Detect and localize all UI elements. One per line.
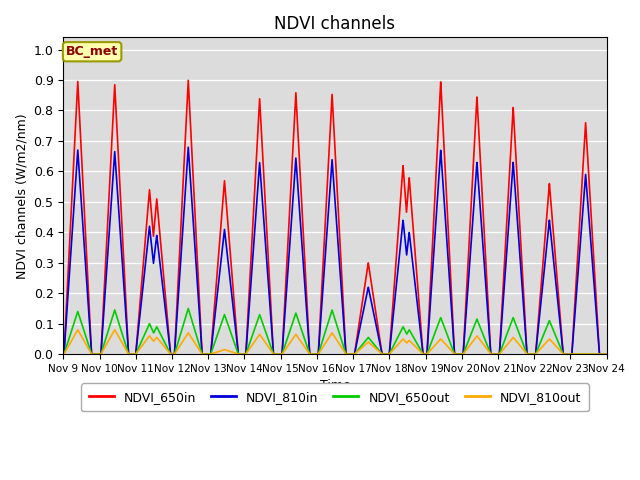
Title: NDVI channels: NDVI channels	[275, 15, 396, 33]
Legend: NDVI_650in, NDVI_810in, NDVI_650out, NDVI_810out: NDVI_650in, NDVI_810in, NDVI_650out, NDV…	[81, 383, 589, 411]
Text: BC_met: BC_met	[66, 45, 118, 58]
Y-axis label: NDVI channels (W/m2/nm): NDVI channels (W/m2/nm)	[15, 113, 28, 278]
X-axis label: Time: Time	[319, 379, 350, 393]
